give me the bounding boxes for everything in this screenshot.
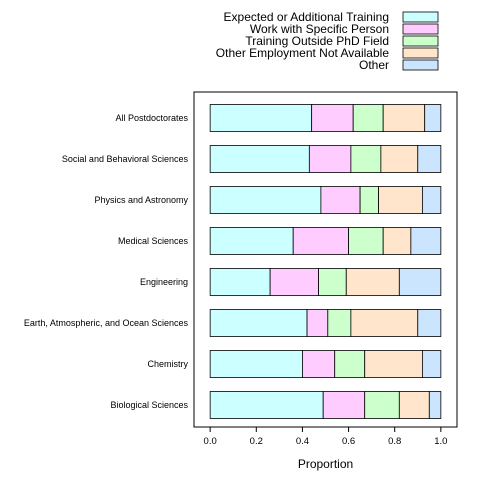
x-tick-label: 0.4 <box>296 436 309 447</box>
bar-segment <box>364 350 423 378</box>
bar-segment <box>398 268 442 296</box>
bar-segment <box>327 309 352 337</box>
bar-row-4 <box>209 268 442 296</box>
bar-segment <box>417 145 442 173</box>
category-label: Social and Behavioral Sciences <box>62 154 189 164</box>
bar-segment <box>306 309 329 337</box>
bar-segment <box>382 227 412 255</box>
bar-segment <box>352 104 384 132</box>
x-tick-label: 0.8 <box>388 436 401 447</box>
x-tick-label: 0.6 <box>342 436 355 447</box>
bar-segment <box>421 186 442 214</box>
bar-segment <box>209 227 294 255</box>
bar-segment <box>421 350 442 378</box>
bar-segment <box>378 186 423 214</box>
x-axis: 0.0 0.2 0.4 0.6 0.8 1.0 <box>204 427 447 447</box>
bar-segment <box>311 104 354 132</box>
category-label: Biological Sciences <box>110 400 188 410</box>
bars <box>209 104 442 419</box>
category-label: Physics and Astronomy <box>94 195 188 205</box>
bar-segment <box>322 391 366 419</box>
bar-segment <box>209 145 310 173</box>
legend-label: Other <box>359 58 389 72</box>
legend-swatch <box>402 47 439 59</box>
bar-segment <box>345 268 400 296</box>
bar-segment <box>209 350 303 378</box>
bar-segment <box>359 186 379 214</box>
legend-label: Expected or Additional Training <box>224 10 389 24</box>
x-tick-label: 0.2 <box>250 436 263 447</box>
plot-frame <box>193 91 458 428</box>
legend-label: Other Employment Not Available <box>216 46 390 60</box>
bar-segment <box>302 350 336 378</box>
bar-row-5 <box>209 309 442 337</box>
bar-segment <box>398 391 430 419</box>
category-label: Earth, Atmospheric, and Ocean Sciences <box>24 318 189 328</box>
bar-row-0 <box>209 104 442 132</box>
category-label: Engineering <box>140 277 188 287</box>
bar-segment <box>209 391 324 419</box>
x-axis-label: Proportion <box>298 457 353 471</box>
category-labels: All Postdoctorates Social and Behavioral … <box>24 113 189 410</box>
legend-swatch <box>402 35 439 47</box>
bar-row-2 <box>209 186 442 214</box>
bar-segment <box>417 309 442 337</box>
bar-segment <box>334 350 366 378</box>
bar-segment <box>424 104 442 132</box>
bar-segment <box>350 309 419 337</box>
bar-segment <box>209 186 322 214</box>
bar-segment <box>428 391 442 419</box>
bar-row-7 <box>209 391 442 419</box>
bar-segment <box>350 145 382 173</box>
bar-segment <box>269 268 319 296</box>
bar-row-6 <box>209 350 442 378</box>
bar-row-3 <box>209 227 442 255</box>
legend-label: Work with Specific Person <box>250 22 389 36</box>
bar-segment <box>318 268 347 296</box>
legend-swatch <box>402 23 439 35</box>
category-label: Medical Sciences <box>118 236 189 246</box>
legend-swatch <box>402 11 439 23</box>
bar-segment <box>308 145 352 173</box>
category-label: Chemistry <box>147 359 188 369</box>
bar-segment <box>320 186 361 214</box>
bar-segment <box>209 309 308 337</box>
legend-swatch <box>402 59 439 71</box>
legend-label: Training Outside PhD Field <box>245 34 389 48</box>
x-tick-label: 1.0 <box>434 436 447 447</box>
bar-segment <box>380 145 419 173</box>
bar-segment <box>209 104 313 132</box>
bar-row-1 <box>209 145 442 173</box>
bar-segment <box>209 268 271 296</box>
bar-segment <box>292 227 349 255</box>
bar-segment <box>410 227 442 255</box>
bar-segment <box>348 227 384 255</box>
bar-segment <box>382 104 426 132</box>
category-label: All Postdoctorates <box>115 113 188 123</box>
bar-segment <box>364 391 400 419</box>
x-tick-label: 0.0 <box>204 436 217 447</box>
